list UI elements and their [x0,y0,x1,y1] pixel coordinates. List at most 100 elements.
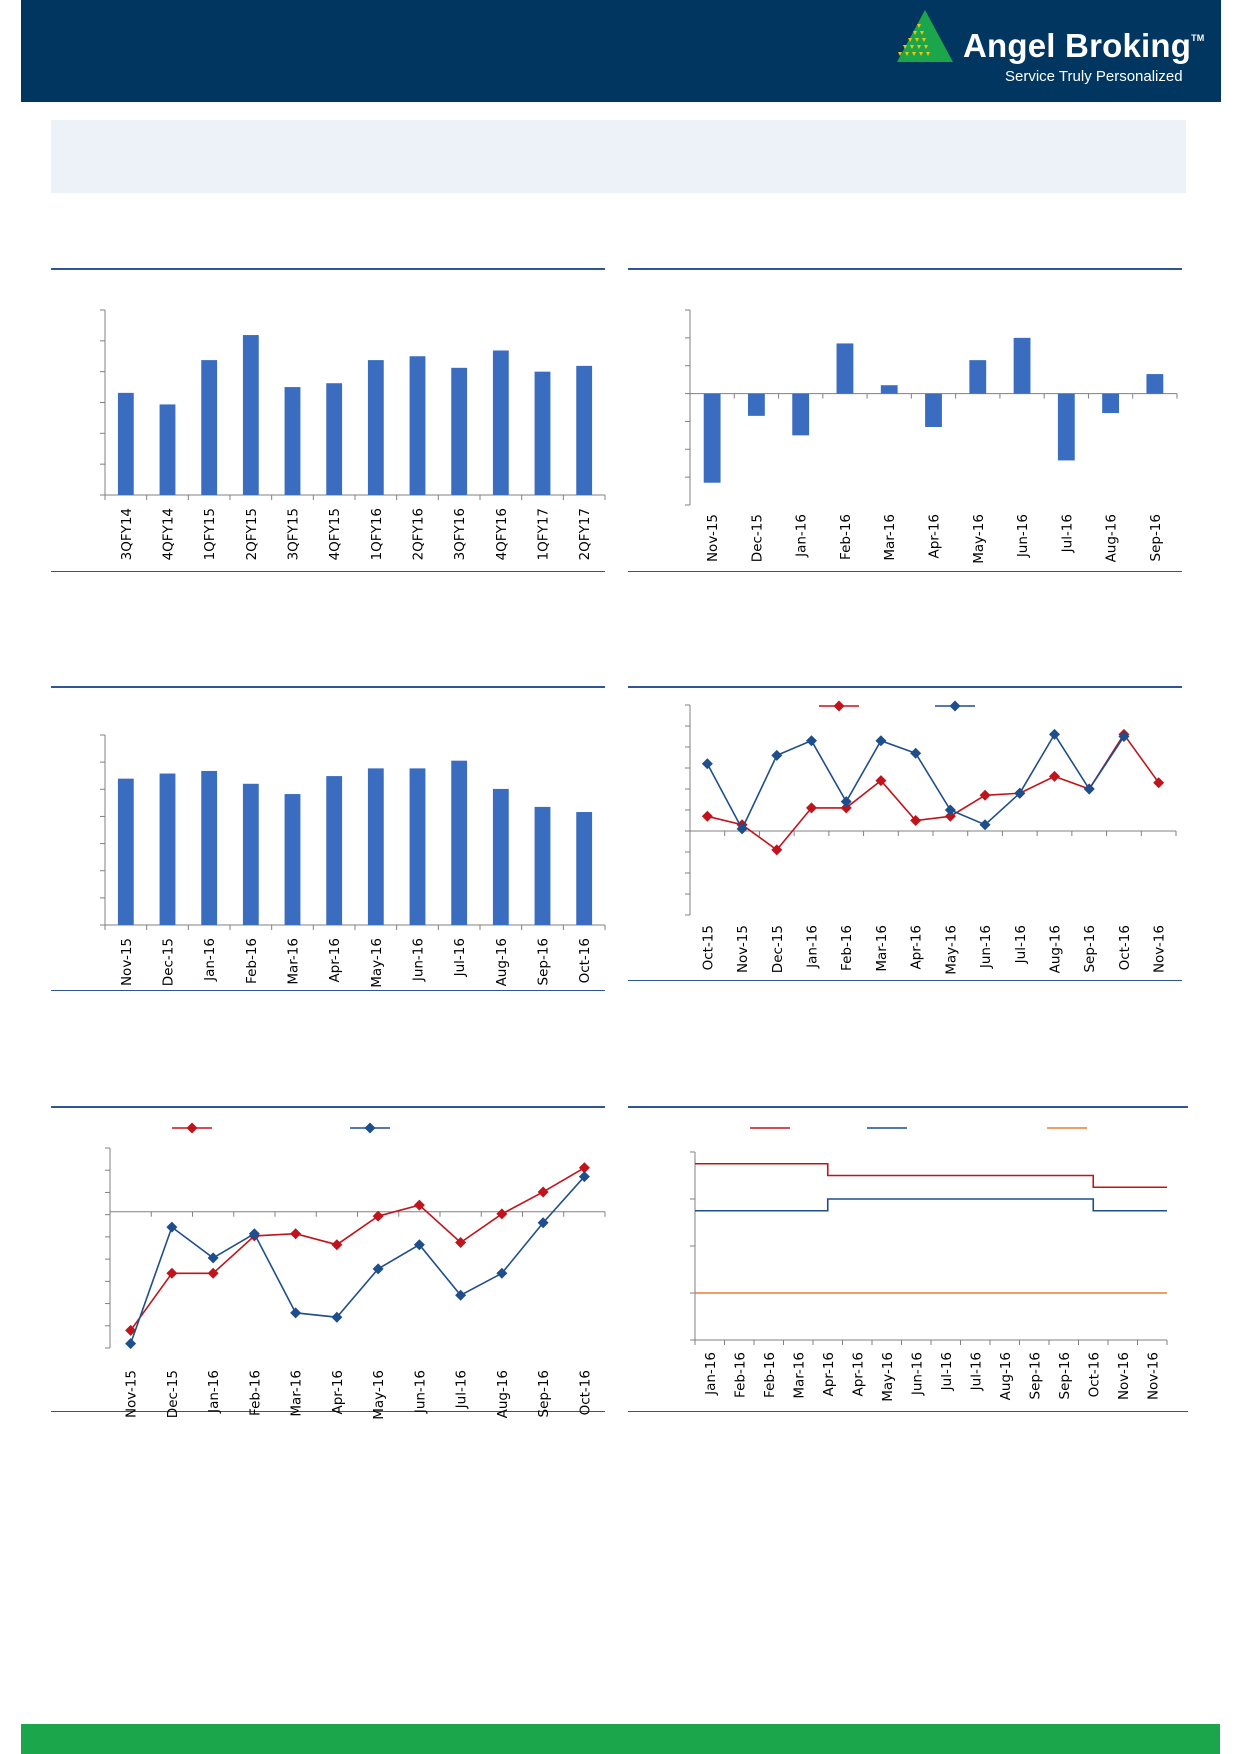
chart-bar [492,788,509,925]
chart-bar [492,350,509,495]
data-point-marker [1049,728,1060,740]
data-point-marker [979,819,991,831]
chart-bar [159,404,176,495]
data-point-marker [979,789,991,801]
data-point-marker [833,700,845,712]
angel-logo-icon [897,10,953,62]
data-point-marker [949,700,961,712]
data-point-marker [166,1267,178,1279]
data-point-marker [1049,770,1060,782]
data-point-marker [840,802,852,814]
data-point-marker [701,810,713,822]
chart-bar [880,385,898,394]
x-tick-label: 4QFY14 [161,508,177,560]
chart-bar [836,343,854,394]
x-tick-label: 4QFY16 [494,508,510,560]
x-tick-label: Jun-16 [1015,514,1031,558]
x-tick-label: Feb-16 [762,1352,778,1398]
x-tick-label: Dec-15 [770,925,786,973]
chart-bar [703,393,721,483]
x-tick-label: Aug-16 [495,1370,511,1418]
x-tick-label: Apr-16 [927,514,943,559]
x-tick-label: May-16 [971,514,987,564]
data-point-marker [910,747,922,759]
x-tick-label: Jan-16 [202,938,218,982]
x-tick-label: Jul-16 [968,1352,984,1391]
x-tick-label: Dec-15 [161,938,177,986]
x-tick-label: Apr-16 [330,1370,346,1415]
x-tick-label: 2QFY16 [411,508,427,560]
chart-bar [1102,393,1120,414]
chart-bar [451,760,468,925]
brand-name: Angel BrokingTM [963,27,1205,64]
x-tick-label: Jan-16 [805,925,821,969]
chart-bar [242,783,259,925]
chart-bar [284,794,301,925]
chart-bar [925,393,942,427]
chart-bar [969,360,987,394]
data-point-marker [125,1324,137,1336]
chart-bar [451,367,468,495]
x-tick-label: Apr-16 [327,938,343,983]
x-tick-label: Mar-16 [289,1370,305,1417]
series-line [695,1198,1167,1212]
x-tick-label: 1QFY17 [536,508,552,560]
x-tick-label: May-16 [943,925,959,975]
data-point-marker [701,758,713,770]
chart-bar [159,773,176,925]
x-tick-label: Feb-16 [732,1352,748,1398]
chart-bar [534,806,551,925]
x-tick-label: Sep-16 [1148,514,1164,562]
chart-bar [409,356,426,495]
chart-bar [326,383,343,495]
chart-5-line: Nov-15 Dec-15 Jan-16 Feb-16 Mar-16 Apr-16 May-… [105,1122,606,1420]
panel-bottom-rule [51,990,605,991]
panel-bottom-rule [628,1411,1188,1412]
series-line [129,1176,585,1344]
x-tick-label: Jun-16 [411,938,427,982]
x-tick-label: Jul-16 [939,1352,955,1391]
panel-bottom-rule [51,1411,605,1412]
chart-bar [1057,393,1075,461]
x-tick-label: Jun-16 [909,1352,925,1396]
x-tick-label: 3QFY14 [119,508,135,560]
data-point-marker [806,802,817,814]
data-point-marker [455,1237,467,1249]
x-tick-label: 2QFY17 [577,508,593,560]
data-point-marker [207,1267,219,1279]
panel-top-rule [628,686,1182,688]
panel-top-rule [51,268,605,270]
x-tick-label: Mar-16 [791,1352,807,1399]
chart-bar [409,768,426,925]
x-tick-label: Sep-16 [536,1370,552,1418]
panel-bottom-rule [51,571,605,572]
x-tick-label: Nov-16 [1145,1352,1161,1400]
data-point-marker [537,1217,549,1229]
trademark: TM [1191,33,1205,43]
data-point-marker [840,796,852,808]
x-tick-label: Oct-16 [577,1370,593,1415]
data-point-marker [1083,783,1095,795]
x-tick-label: Nov-15 [119,938,135,986]
series-line [707,732,1160,851]
data-point-marker [166,1221,178,1233]
chart-bar [242,335,259,495]
chart-bar [1146,374,1164,394]
x-tick-label: Aug-16 [998,1352,1014,1400]
chart-2-bar: Nov-15 Dec-15 Jan-16 Feb-16 Mar-16 Apr-16 May-… [685,309,1178,564]
series-line [129,1167,585,1331]
x-tick-label: May-16 [369,938,385,988]
x-tick-label: Sep-16 [1057,1352,1073,1400]
data-point-marker [248,1228,260,1240]
chart-3-bar: Nov-15 Dec-15 Jan-16 Feb-16 Mar-16 Apr-16 May-… [100,734,606,988]
x-tick-label: Apr-16 [850,1352,866,1397]
x-tick-label: May-16 [880,1352,896,1402]
x-tick-label: Dec-15 [165,1370,181,1418]
x-tick-label: Jun-16 [412,1370,428,1414]
data-point-marker [496,1208,508,1220]
x-tick-label: Nov-16 [1116,1352,1132,1400]
data-point-marker [496,1267,508,1279]
data-point-marker [1118,731,1130,742]
x-tick-label: Sep-16 [536,938,552,986]
data-point-marker [875,735,887,747]
